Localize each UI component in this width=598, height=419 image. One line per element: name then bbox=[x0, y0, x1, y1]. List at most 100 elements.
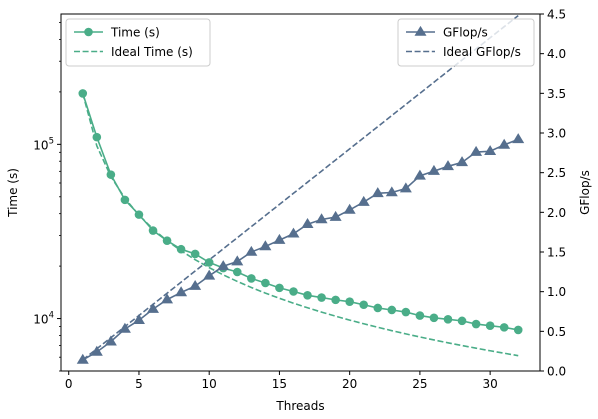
data-point-time bbox=[443, 315, 453, 324]
data-point-time bbox=[120, 195, 130, 205]
x-axis: 0 5 10 15 20 25 30 bbox=[65, 371, 498, 391]
data-point-gflops bbox=[498, 138, 511, 149]
legend-marker bbox=[84, 27, 93, 37]
data-point-time bbox=[78, 89, 88, 98]
x-axis-label: Threads bbox=[275, 399, 324, 413]
data-point-gflops bbox=[371, 187, 384, 198]
legend-box bbox=[65, 18, 211, 67]
data-point-gflops bbox=[245, 245, 258, 256]
data-point-gflops bbox=[413, 169, 426, 180]
data-point-time bbox=[415, 311, 425, 320]
y-right-tick-label: 4.5 bbox=[547, 8, 566, 22]
data-point-gflops bbox=[315, 213, 328, 224]
data-point-gflops bbox=[161, 293, 174, 304]
data-point-time bbox=[106, 170, 116, 179]
series-line-time-s bbox=[82, 93, 519, 331]
data-point-gflops bbox=[132, 314, 145, 325]
data-point-gflops bbox=[217, 260, 230, 271]
data-point-time bbox=[204, 258, 214, 267]
y-axis-right-label: GFlop/s bbox=[578, 170, 592, 215]
data-point-gflops bbox=[357, 195, 370, 206]
data-point-gflops bbox=[456, 156, 469, 167]
series-layer bbox=[76, 14, 525, 364]
data-point-time bbox=[331, 295, 340, 305]
y-right-tick-label: 3.0 bbox=[547, 127, 566, 141]
data-point-time bbox=[92, 132, 102, 142]
data-point-time bbox=[345, 297, 354, 306]
y-right-tick-label: 1.5 bbox=[547, 246, 566, 260]
legend-right: GFlop/s Ideal GFlop/s bbox=[397, 18, 535, 67]
data-point-gflops bbox=[231, 255, 244, 266]
y-axis-left-label: Time (s) bbox=[6, 168, 20, 218]
y-right-tick-label: 3.5 bbox=[547, 87, 566, 101]
data-point-time bbox=[387, 305, 397, 315]
series-line-gflop-s bbox=[82, 138, 519, 361]
data-point-time bbox=[317, 293, 326, 302]
x-tick-label: 20 bbox=[342, 377, 357, 391]
data-point-gflops bbox=[259, 240, 272, 251]
x-tick-label: 15 bbox=[272, 377, 287, 391]
legend-label: Ideal Time (s) bbox=[111, 45, 193, 59]
data-point-gflops bbox=[203, 269, 216, 280]
y-axis-left: 104 105 bbox=[33, 22, 61, 372]
data-point-time bbox=[401, 307, 411, 317]
data-point-gflops bbox=[512, 133, 525, 144]
data-point-time bbox=[176, 244, 186, 254]
y-axis-right: 0.0 0.5 1.0 1.5 2.0 2.5 3.0 3.5 4.0 4.5 bbox=[540, 8, 566, 379]
legend-left: Time (s) Ideal Time (s) bbox=[65, 18, 211, 67]
data-point-time bbox=[429, 313, 439, 323]
data-point-time bbox=[261, 278, 270, 288]
data-point-time bbox=[190, 249, 200, 259]
data-point-time bbox=[289, 287, 298, 296]
data-point-gflops bbox=[399, 182, 412, 193]
data-point-gflops bbox=[343, 203, 356, 214]
legend-label: GFlop/s bbox=[443, 26, 488, 40]
legend-box bbox=[397, 18, 535, 67]
legend-label: Time (s) bbox=[110, 26, 160, 40]
y-right-tick-label: 0.5 bbox=[547, 325, 566, 339]
y-left-tick-label: 104 bbox=[33, 311, 54, 327]
data-point-time bbox=[134, 210, 144, 219]
data-point-gflops bbox=[90, 345, 103, 356]
data-point-gflops bbox=[118, 322, 131, 333]
x-tick-label: 10 bbox=[202, 377, 217, 391]
data-point-time bbox=[275, 283, 284, 293]
plot-content bbox=[76, 14, 525, 364]
data-point-time bbox=[247, 274, 256, 283]
data-point-time bbox=[232, 267, 242, 277]
data-point-time bbox=[162, 236, 172, 245]
data-point-gflops bbox=[385, 186, 398, 197]
data-point-gflops bbox=[273, 233, 286, 244]
y-right-tick-label: 1.0 bbox=[547, 285, 566, 299]
legend-label: Ideal GFlop/s bbox=[443, 45, 521, 59]
y-right-tick-label: 2.5 bbox=[547, 166, 566, 180]
plot-frame bbox=[60, 13, 541, 372]
data-point-gflops bbox=[76, 353, 89, 364]
x-tick-label: 25 bbox=[412, 377, 427, 391]
x-tick-label: 0 bbox=[65, 377, 73, 391]
data-point-gflops bbox=[104, 335, 117, 346]
data-point-gflops bbox=[329, 210, 342, 221]
data-point-gflops bbox=[427, 164, 440, 175]
y-left-tick-label: 105 bbox=[33, 136, 54, 152]
y-right-tick-label: 0.0 bbox=[547, 365, 566, 379]
data-point-gflops bbox=[441, 160, 454, 171]
data-point-gflops bbox=[175, 286, 188, 297]
y-right-tick-label: 2.0 bbox=[547, 206, 566, 220]
series-line-ideal-gflop-s bbox=[82, 14, 519, 361]
data-point-time bbox=[457, 316, 467, 326]
data-point-gflops bbox=[147, 302, 160, 313]
legend-marker bbox=[414, 25, 427, 36]
data-point-time bbox=[303, 290, 312, 300]
y-right-tick-label: 4.0 bbox=[547, 47, 566, 61]
data-point-time bbox=[499, 323, 509, 332]
data-point-gflops bbox=[301, 218, 314, 229]
data-point-gflops bbox=[484, 145, 497, 156]
x-tick-label: 5 bbox=[135, 377, 143, 391]
data-point-time bbox=[485, 321, 495, 330]
x-tick-label: 30 bbox=[482, 377, 497, 391]
data-point-gflops bbox=[470, 145, 483, 156]
data-point-time bbox=[373, 303, 383, 313]
data-point-gflops bbox=[287, 227, 300, 238]
